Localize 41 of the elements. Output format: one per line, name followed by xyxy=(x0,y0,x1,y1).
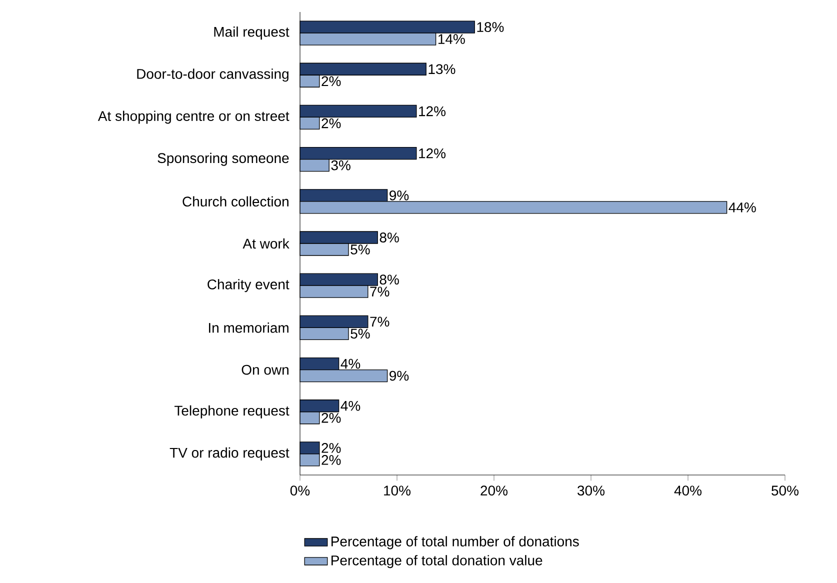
x-tick-label: 10% xyxy=(384,486,411,496)
x-tick-label: 0% xyxy=(290,486,310,496)
data-label: 2% xyxy=(322,412,341,423)
data-label: 8% xyxy=(380,232,399,242)
x-tick-label: 50% xyxy=(772,486,798,496)
data-label: 9% xyxy=(390,190,409,200)
y-tick-label: Sponsoring someone xyxy=(158,152,289,166)
data-label: 2% xyxy=(322,76,341,86)
y-tick-label: Door-to-door canvassing xyxy=(137,68,288,82)
y-tick-label: Telephone request xyxy=(174,405,290,418)
x-tick-label: 20% xyxy=(480,486,508,496)
data-label: 2% xyxy=(322,443,341,453)
data-label: 44% xyxy=(728,202,756,212)
y-tick-label: Church collection xyxy=(182,196,288,207)
y-tick-label: At work xyxy=(242,238,290,249)
data-label: 3% xyxy=(331,160,350,170)
data-label: 8% xyxy=(380,274,399,285)
y-tick-label: On own xyxy=(242,364,288,375)
data-label: 2% xyxy=(322,455,341,465)
data-label: 7% xyxy=(370,286,390,296)
data-label: 9% xyxy=(390,370,409,381)
data-label: 4% xyxy=(340,358,360,369)
data-label: 14% xyxy=(438,34,465,44)
x-tick-label: 30% xyxy=(578,486,604,496)
y-tick-label: Mail request xyxy=(214,26,290,40)
data-label: 7% xyxy=(370,316,390,327)
x-tick-label: 40% xyxy=(674,486,702,496)
y-tick-label: TV or radio request xyxy=(170,447,290,460)
data-label: 5% xyxy=(350,328,370,339)
y-tick-label: In memoriam xyxy=(208,322,288,333)
legend-label: Percentage of total number of donations xyxy=(332,536,579,550)
y-tick-label: Charity event xyxy=(208,279,290,292)
data-label: 5% xyxy=(350,244,370,254)
data-label: 12% xyxy=(419,106,446,116)
legend-label: Percentage of total donation value xyxy=(332,555,542,568)
data-label: 4% xyxy=(340,400,360,411)
y-tick-label: At shopping centre or on street xyxy=(98,110,290,124)
data-label: 13% xyxy=(428,64,456,74)
data-label: 18% xyxy=(477,22,504,32)
data-label: 2% xyxy=(322,118,341,128)
data-label: 12% xyxy=(419,148,446,158)
